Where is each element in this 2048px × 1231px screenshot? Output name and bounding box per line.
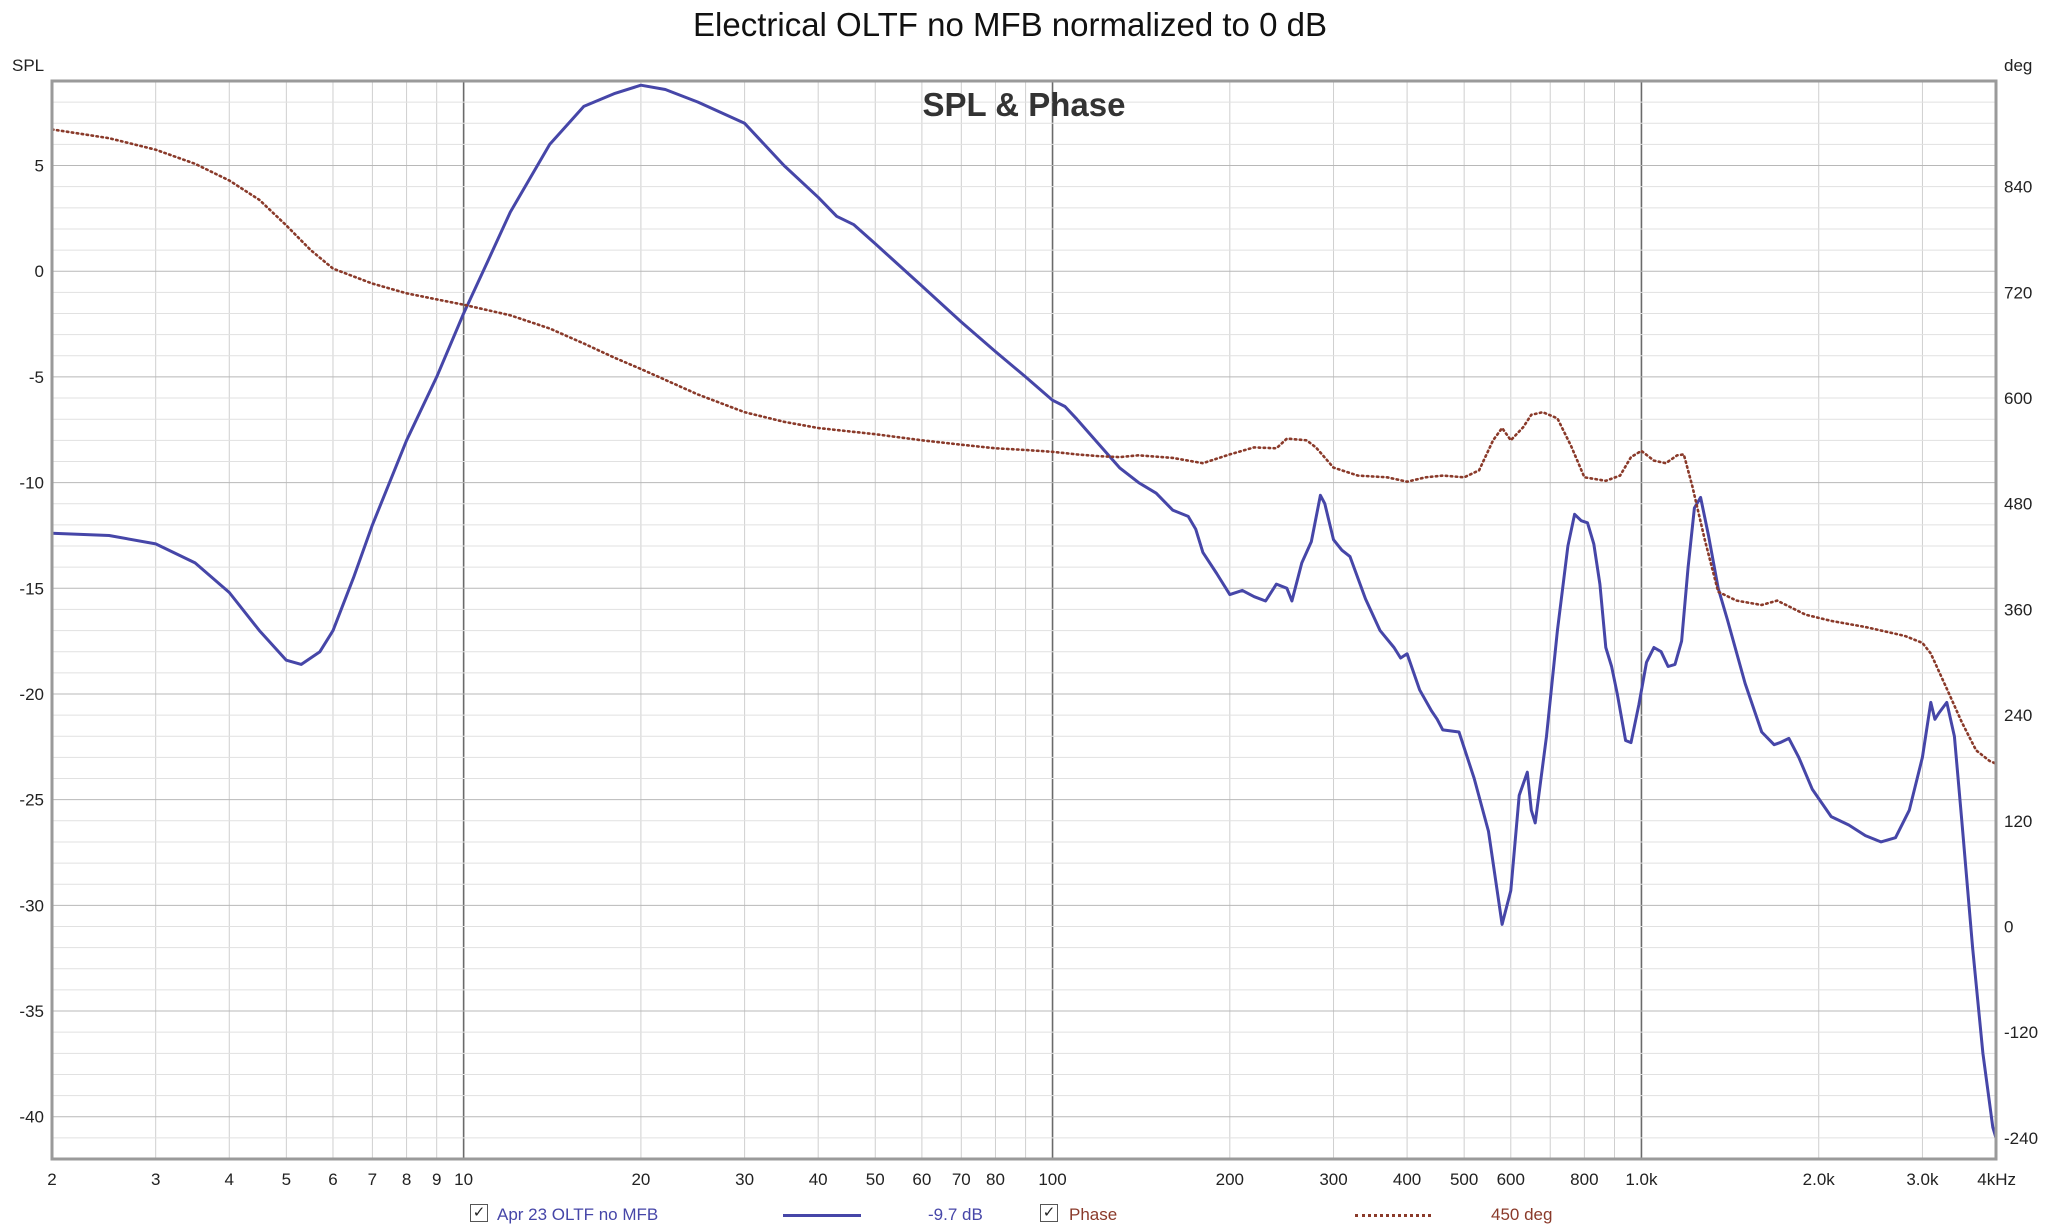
x-tick-label: 5 (282, 1170, 291, 1189)
series-2-name: Phase (1069, 1205, 1118, 1224)
y-tick-label-left: -30 (19, 896, 44, 915)
x-tick-label: 4 (225, 1170, 234, 1189)
y-tick-label-right: 0 (2004, 917, 2013, 936)
series-2-checkbox[interactable]: ✓ (1040, 1204, 1058, 1222)
y-tick-label-left: -20 (19, 685, 44, 704)
chart-title: Electrical OLTF no MFB normalized to 0 d… (693, 6, 1327, 43)
phase-series-line (52, 128, 1996, 765)
x-tick-label: 40 (809, 1170, 828, 1189)
x-tick-label: 400 (1393, 1170, 1421, 1189)
x-tick-label: 2 (47, 1170, 56, 1189)
x-tick-label: 3.0k (1906, 1170, 1939, 1189)
plot-border (50, 79, 1998, 1161)
series-1-value: -9.7 dB (928, 1205, 983, 1224)
y-tick-label-right: 120 (2004, 812, 2032, 831)
series-2-value: 450 deg (1491, 1205, 1553, 1224)
plot-area (52, 81, 1996, 1159)
x-tick-label: 6 (328, 1170, 337, 1189)
series-layer (52, 83, 1996, 1140)
y-tick-label-left: -10 (19, 474, 44, 493)
y-tick-label-left: -40 (19, 1108, 44, 1127)
x-tick-label: 300 (1319, 1170, 1347, 1189)
y-tick-label-left: -35 (19, 1002, 44, 1021)
x-tick-label: 50 (866, 1170, 885, 1189)
x-tick-label: 60 (912, 1170, 931, 1189)
x-tick-label: 500 (1450, 1170, 1478, 1189)
x-tick-label: 7 (368, 1170, 377, 1189)
y-tick-label-right: 240 (2004, 706, 2032, 725)
x-tick-label: 20 (631, 1170, 650, 1189)
legend: ✓ Apr 23 OLTF no MFB -9.7 dB ✓ Phase 450… (0, 1199, 2048, 1229)
x-tick-label: 70 (952, 1170, 971, 1189)
spl-series-line (52, 83, 1996, 1140)
x-tick-label: 3 (151, 1170, 160, 1189)
series-1-name: Apr 23 OLTF no MFB (497, 1205, 659, 1224)
y-tick-label-right: 360 (2004, 600, 2032, 619)
left-axis-label: SPL (12, 56, 44, 75)
x-tick-label: 600 (1497, 1170, 1525, 1189)
y-tick-label-right: -120 (2004, 1023, 2038, 1042)
grid (51, 80, 1997, 1160)
x-tick-label: 10 (454, 1170, 473, 1189)
x-tick-label: 80 (986, 1170, 1005, 1189)
chart-subtitle: SPL & Phase (923, 86, 1126, 123)
x-tick-label: 1.0k (1625, 1170, 1658, 1189)
x-tick-label: 800 (1570, 1170, 1598, 1189)
tick-labels: 2 3 4 5 6 7 8 9 10 20 30 40 50 60 70 80 100 200 300 400 500 6… (19, 157, 2038, 1189)
y-tick-label-right: 480 (2004, 495, 2032, 514)
series-2-swatch (1355, 1214, 1431, 1217)
y-tick-label-right: 840 (2004, 178, 2032, 197)
x-tick-label: 30 (735, 1170, 754, 1189)
right-axis-label: deg (2004, 56, 2032, 75)
y-tick-label-left: -5 (29, 368, 44, 387)
y-tick-label-left: 5 (35, 157, 44, 176)
x-tick-label: 2.0k (1803, 1170, 1836, 1189)
y-tick-label-right: 720 (2004, 283, 2032, 302)
y-tick-label-right: 600 (2004, 389, 2032, 408)
y-tick-label-left: -15 (19, 579, 44, 598)
x-tick-label: 100 (1038, 1170, 1066, 1189)
y-tick-label-left: 0 (35, 262, 44, 281)
series-1-checkbox[interactable]: ✓ (470, 1204, 488, 1222)
x-tick-label: 8 (402, 1170, 411, 1189)
y-tick-label-right: -240 (2004, 1129, 2038, 1148)
x-tick-label: 4kHz (1977, 1170, 2016, 1189)
x-tick-label: 9 (432, 1170, 441, 1189)
y-tick-label-left: -25 (19, 791, 44, 810)
x-tick-label: 200 (1216, 1170, 1244, 1189)
series-1-swatch (783, 1214, 861, 1217)
